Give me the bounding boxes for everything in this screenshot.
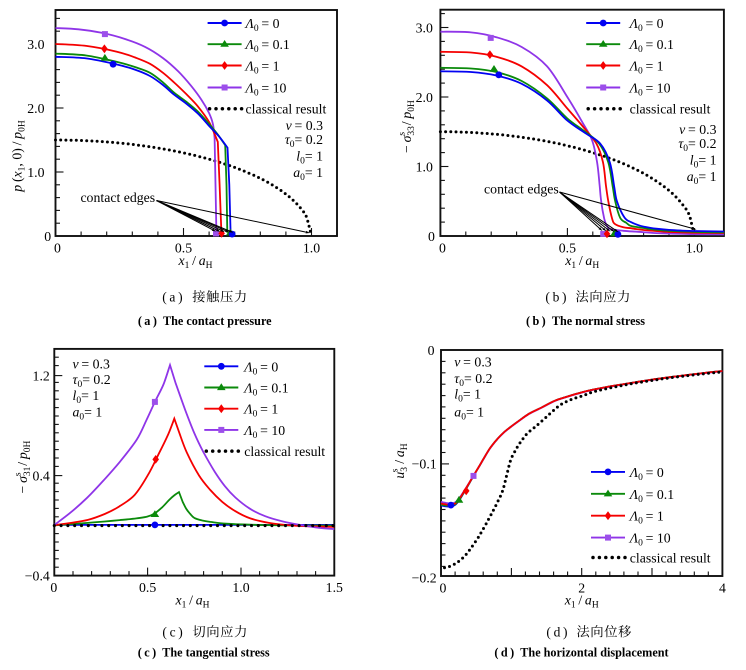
svg-text:Λ0 = 0.1: Λ0 = 0.1 xyxy=(242,381,288,399)
svg-text:τ0= 0.2: τ0= 0.2 xyxy=(73,372,111,390)
svg-text:x1 / aH: x1 / aH xyxy=(177,253,212,271)
svg-text:τ0= 0.2: τ0= 0.2 xyxy=(285,132,323,150)
svg-text:u3s / aH: u3s / aH xyxy=(391,443,410,478)
svg-text:l0= 1: l0= 1 xyxy=(454,386,481,404)
svg-text:τ0= 0.2: τ0= 0.2 xyxy=(454,371,492,389)
svg-text:( b ) The normal stress: ( b ) The normal stress xyxy=(526,314,645,328)
svg-text:1.5: 1.5 xyxy=(326,580,343,595)
svg-text:x1 / aH: x1 / aH xyxy=(564,593,599,611)
svg-text:p (x1, 0) / p0H: p (x1, 0) / p0H xyxy=(10,120,28,193)
svg-text:( c ): ( c ) xyxy=(162,624,182,639)
svg-text:− σ31s / p0H: − σ31s / p0H xyxy=(14,440,33,493)
svg-text:−0.1: −0.1 xyxy=(412,457,437,472)
svg-text:Λ0 = 0.1: Λ0 = 0.1 xyxy=(628,487,674,505)
svg-text:1.2: 1.2 xyxy=(33,368,50,383)
svg-text:a0= 1: a0= 1 xyxy=(73,405,103,423)
svg-text:Λ0 = 0: Λ0 = 0 xyxy=(628,465,664,483)
svg-text:−0.2: −0.2 xyxy=(412,571,437,586)
svg-text:classical result: classical result xyxy=(246,102,327,117)
svg-text:contact edges: contact edges xyxy=(80,190,155,205)
svg-text:Λ0 = 10: Λ0 = 10 xyxy=(244,81,287,99)
svg-text:Λ0 = 1: Λ0 = 1 xyxy=(628,59,664,77)
svg-text:Λ0 = 0.1: Λ0 = 0.1 xyxy=(244,37,290,55)
svg-text:1.0: 1.0 xyxy=(27,165,44,180)
svg-text:classical result: classical result xyxy=(630,102,711,117)
svg-text:Λ0 = 0.1: Λ0 = 0.1 xyxy=(628,37,674,55)
svg-text:( a ): ( a ) xyxy=(162,289,182,304)
svg-text:( d ) The horizontal displace: ( d ) The horizontal displacement xyxy=(494,646,668,660)
svg-text:ν = 0.3: ν = 0.3 xyxy=(454,355,491,370)
svg-text:1.0: 1.0 xyxy=(232,580,249,595)
svg-text:3.0: 3.0 xyxy=(416,20,433,35)
svg-text:Λ0 = 0: Λ0 = 0 xyxy=(244,16,280,34)
svg-text:Λ0 = 0: Λ0 = 0 xyxy=(242,359,278,377)
svg-text:0: 0 xyxy=(54,241,61,256)
svg-text:0: 0 xyxy=(439,241,446,256)
svg-text:classical result: classical result xyxy=(630,551,711,566)
svg-text:0.5: 0.5 xyxy=(559,241,576,256)
svg-text:0: 0 xyxy=(428,343,435,358)
svg-text:− σ33s / p0H: − σ33s / p0H xyxy=(398,100,417,153)
svg-text:Λ0 = 1: Λ0 = 1 xyxy=(244,59,280,77)
svg-text:Λ0 = 10: Λ0 = 10 xyxy=(628,81,671,99)
svg-text:( a ) The contact pressure: ( a ) The contact pressure xyxy=(138,314,272,328)
svg-text:1.0: 1.0 xyxy=(686,241,703,256)
svg-text:Λ0 = 10: Λ0 = 10 xyxy=(628,531,671,549)
svg-text:a0= 1: a0= 1 xyxy=(454,405,484,423)
svg-text:contact edges: contact edges xyxy=(484,182,559,197)
svg-text:( b ): ( b ) xyxy=(545,289,566,304)
svg-text:0.5: 0.5 xyxy=(175,241,192,256)
svg-text:l0= 1: l0= 1 xyxy=(296,149,323,167)
svg-text:Λ0 = 10: Λ0 = 10 xyxy=(242,423,285,441)
svg-text:2.0: 2.0 xyxy=(27,101,44,116)
svg-text:ν = 0.3: ν = 0.3 xyxy=(73,357,110,372)
svg-text:ν = 0.3: ν = 0.3 xyxy=(286,118,323,133)
svg-text:a0= 1: a0= 1 xyxy=(687,169,717,187)
svg-text:Λ0 = 1: Λ0 = 1 xyxy=(628,509,664,527)
svg-text:4: 4 xyxy=(719,581,726,596)
svg-text:0: 0 xyxy=(44,229,51,244)
svg-text:1.0: 1.0 xyxy=(416,159,433,174)
svg-text:a0= 1: a0= 1 xyxy=(293,165,323,183)
svg-text:x1 / aH: x1 / aH xyxy=(174,593,209,611)
svg-text:3.0: 3.0 xyxy=(27,37,44,52)
svg-text:Λ0 = 0: Λ0 = 0 xyxy=(628,16,664,34)
svg-text:0.5: 0.5 xyxy=(139,580,156,595)
svg-text:classical result: classical result xyxy=(244,444,325,459)
svg-text:τ0= 0.2: τ0= 0.2 xyxy=(678,136,716,154)
svg-text:1.0: 1.0 xyxy=(303,241,320,256)
svg-text:Λ0 = 1: Λ0 = 1 xyxy=(242,402,278,420)
svg-text:0.4: 0.4 xyxy=(33,468,50,483)
svg-text:0: 0 xyxy=(440,581,447,596)
svg-text:x1 / aH: x1 / aH xyxy=(564,253,599,271)
svg-text:( d ): ( d ) xyxy=(546,624,567,639)
svg-text:l0= 1: l0= 1 xyxy=(690,153,717,171)
svg-text:l0= 1: l0= 1 xyxy=(73,388,100,406)
svg-text:ν = 0.3: ν = 0.3 xyxy=(679,122,716,137)
svg-text:( c ) The tangential stress: ( c ) The tangential stress xyxy=(138,646,270,660)
svg-text:2: 2 xyxy=(578,581,585,596)
svg-text:2.0: 2.0 xyxy=(416,90,433,105)
svg-text:0: 0 xyxy=(50,580,57,595)
svg-text:0: 0 xyxy=(428,229,435,244)
svg-text:−0.4: −0.4 xyxy=(25,568,50,583)
